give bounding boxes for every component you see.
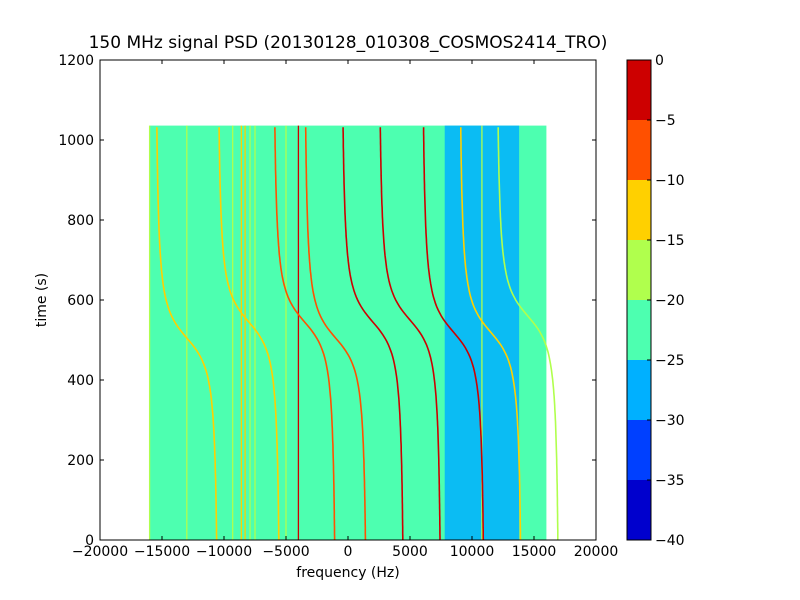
- x-tick-label: 15000: [512, 544, 557, 560]
- colorbar-tick-label: −10: [655, 173, 685, 189]
- doppler-track: [497, 127, 559, 540]
- colorbar-segment: [627, 420, 651, 480]
- colorbar-segment: [627, 480, 651, 540]
- doppler-track: [304, 127, 367, 540]
- x-axis-label: frequency (Hz): [296, 565, 399, 581]
- y-tick-label: 1200: [58, 53, 94, 69]
- y-tick-label: 600: [67, 293, 94, 309]
- colorbar-segment: [627, 60, 651, 120]
- colorbar-tick-label: −40: [655, 533, 685, 549]
- x-tick-label: 5000: [392, 544, 428, 560]
- doppler-track: [218, 127, 280, 540]
- doppler-track: [342, 127, 404, 540]
- y-tick-label: 400: [67, 373, 94, 389]
- doppler-track: [274, 127, 336, 540]
- colorbar-tick-label: −15: [655, 233, 685, 249]
- spectrogram-heatmap: [148, 125, 559, 540]
- doppler-track: [156, 127, 218, 540]
- colorbar-tick-label: −20: [655, 293, 685, 309]
- x-axis: −20000 −15000 −10000 −5000 0 5000 10000 15000 20…: [72, 60, 618, 560]
- colorbar-segment: [627, 180, 651, 240]
- doppler-track: [379, 127, 441, 540]
- colorbar-tick-label: −25: [655, 353, 685, 369]
- y-tick-label: 200: [67, 453, 94, 469]
- x-tick-label: −5000: [262, 544, 309, 560]
- y-tick-label: 1000: [58, 133, 94, 149]
- y-axis-label: time (s): [34, 273, 50, 327]
- colorbar-segment: [627, 300, 651, 360]
- colorbar: 0 −5 −10 −15 −20 −25 −30 −35 −40: [626, 53, 685, 549]
- colorbar-segment: [627, 360, 651, 420]
- doppler-track: [422, 127, 485, 540]
- colorbar-segment: [627, 120, 651, 180]
- x-tick-label: 20000: [574, 544, 619, 560]
- chart-title: 150 MHz signal PSD (20130128_010308_COSM…: [89, 33, 608, 53]
- x-tick-label: 0: [344, 544, 353, 560]
- x-tick-label: −15000: [134, 544, 190, 560]
- colorbar-tick-label: −5: [655, 113, 676, 129]
- y-tick-label: 0: [85, 533, 94, 549]
- y-tick-label: 800: [67, 213, 94, 229]
- colorbar-segment: [627, 240, 651, 300]
- colorbar-tick-label: 0: [655, 53, 664, 69]
- x-tick-label: −20000: [72, 544, 128, 560]
- doppler-track: [459, 127, 522, 540]
- y-axis: 0 200 400 600 800 1000 1200: [58, 53, 596, 549]
- x-tick-label: −10000: [196, 544, 252, 560]
- plot-area: [99, 59, 597, 541]
- x-tick-label: 10000: [450, 544, 495, 560]
- colorbar-tick-label: −35: [655, 473, 685, 489]
- colorbar-tick-label: −30: [655, 413, 685, 429]
